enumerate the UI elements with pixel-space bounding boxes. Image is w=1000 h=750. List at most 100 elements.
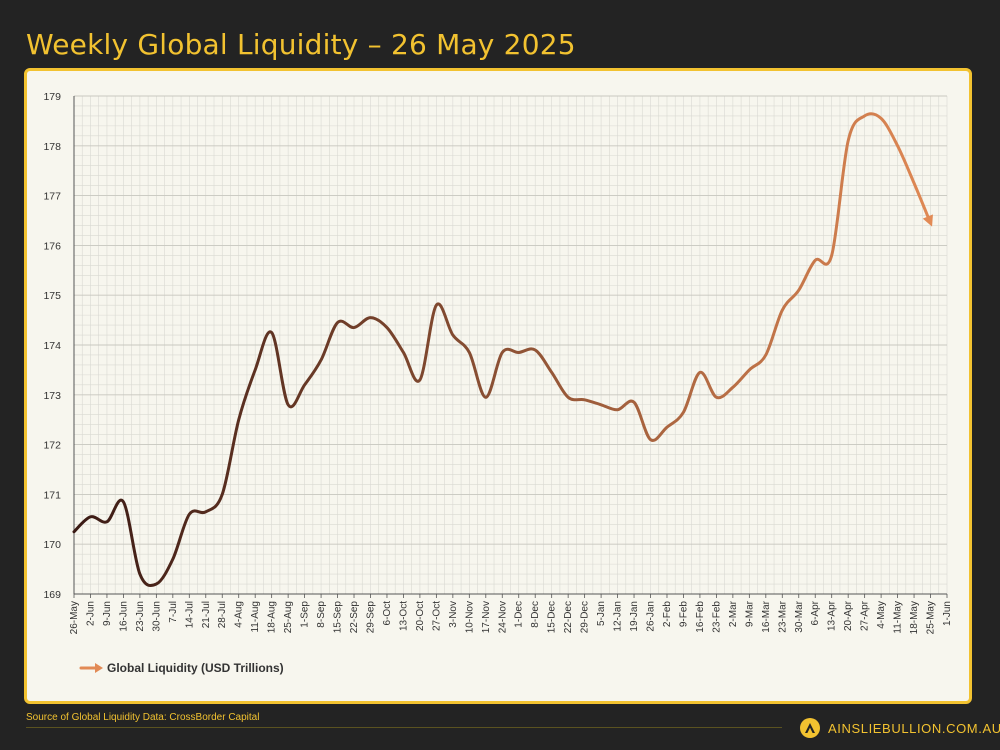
x-axis-tick-labels: 26-May 2-Jun 9-Jun 16-Jun 23-Jun 30-Jun 7-Jul 1…	[69, 594, 953, 634]
x-tick-label: 5-Jan	[596, 601, 607, 626]
data-point	[205, 511, 207, 513]
data-point	[732, 386, 734, 388]
legend: Global Liquidity (USD Trillions)	[79, 661, 284, 675]
chart-panel: 169 170 171 172 173 174 175 176 177 178 179 26-May…	[24, 68, 972, 704]
data-point	[534, 349, 536, 351]
x-tick-label: 2-Feb	[662, 601, 673, 628]
data-point	[814, 259, 816, 261]
x-tick-label: 1-Jun	[942, 601, 953, 626]
x-tick-label: 9-Jun	[102, 601, 113, 626]
x-tick-label: 6-Apr	[810, 600, 821, 625]
x-tick-label: 13-Apr	[827, 600, 838, 631]
x-tick-label: 1-Sep	[300, 601, 311, 628]
x-tick-label: 29-Dec	[580, 601, 591, 633]
data-point	[616, 409, 618, 411]
data-point	[682, 411, 684, 413]
x-tick-label: 2-Mar	[728, 600, 739, 627]
x-tick-label: 24-Nov	[497, 601, 508, 633]
x-tick-label: 8-Dec	[530, 601, 541, 628]
data-point	[254, 369, 256, 371]
y-tick-label: 177	[43, 191, 61, 203]
data-point	[485, 396, 487, 398]
y-tick-label: 170	[43, 539, 61, 551]
data-point	[139, 573, 141, 575]
x-tick-label: 21-Jul	[201, 601, 212, 628]
x-tick-label: 17-Nov	[481, 601, 492, 633]
x-tick-label: 20-Oct	[415, 601, 426, 631]
x-tick-label: 16-Jun	[118, 601, 129, 632]
x-tick-label: 15-Sep	[333, 601, 344, 634]
x-tick-label: 27-Oct	[431, 601, 442, 631]
data-point	[830, 254, 832, 256]
x-tick-label: 19-Jan	[629, 601, 640, 632]
data-point	[419, 379, 421, 381]
data-point	[748, 369, 750, 371]
data-point	[369, 316, 371, 318]
data-point	[600, 404, 602, 406]
data-point	[798, 289, 800, 291]
x-tick-label: 27-Apr	[860, 600, 871, 631]
data-point	[452, 334, 454, 336]
data-point	[221, 493, 223, 495]
x-tick-label: 1-Dec	[514, 601, 525, 628]
chart-title: Weekly Global Liquidity – 26 May 2025	[26, 28, 576, 61]
data-point	[320, 359, 322, 361]
data-point	[172, 558, 174, 560]
data-point	[353, 326, 355, 328]
data-point	[336, 321, 338, 323]
data-point	[435, 304, 437, 306]
data-point	[73, 531, 75, 533]
data-point	[89, 516, 91, 518]
x-tick-label: 23-Feb	[711, 601, 722, 633]
data-point	[699, 371, 701, 373]
data-point	[122, 501, 124, 503]
x-tick-label: 10-Nov	[464, 601, 475, 633]
y-axis-tick-labels: 169 170 171 172 173 174 175 176 177 178 179	[43, 91, 61, 601]
x-tick-label: 4-May	[876, 601, 887, 629]
y-tick-label: 171	[43, 489, 61, 501]
data-point	[929, 222, 931, 224]
x-tick-label: 30-Mar	[794, 600, 805, 632]
x-tick-label: 7-Jul	[168, 601, 179, 623]
ainslie-logo-icon	[800, 718, 820, 738]
x-tick-label: 16-Feb	[695, 601, 706, 633]
x-tick-label: 8-Sep	[316, 601, 327, 628]
data-point	[518, 351, 520, 353]
data-point	[402, 351, 404, 353]
x-tick-label: 23-Mar	[777, 600, 788, 632]
x-tick-label: 15-Dec	[547, 601, 558, 633]
x-tick-label: 2-Jun	[85, 601, 96, 626]
legend-label: Global Liquidity (USD Trillions)	[107, 661, 284, 675]
x-tick-label: 14-Jul	[184, 601, 195, 628]
series-end-arrow-icon	[922, 214, 933, 227]
data-point	[913, 182, 915, 184]
data-point	[468, 351, 470, 353]
y-tick-label: 169	[43, 589, 61, 601]
data-point	[715, 396, 717, 398]
data-point	[847, 140, 849, 142]
source-note: Source of Global Liquidity Data: CrossBo…	[26, 712, 260, 723]
legend-arrow-icon	[95, 663, 103, 673]
data-point	[550, 371, 552, 373]
data-point	[583, 399, 585, 401]
data-point	[649, 438, 651, 440]
y-tick-label: 173	[43, 390, 61, 402]
x-tick-label: 13-Oct	[398, 601, 409, 631]
x-tick-label: 26-Jan	[646, 601, 657, 632]
data-point	[781, 309, 783, 311]
brand-link[interactable]: AINSLIEBULLION.COM.AU	[800, 717, 1000, 739]
series-group	[72, 112, 933, 588]
x-tick-label: 22-Dec	[563, 601, 574, 633]
y-tick-label: 176	[43, 240, 61, 252]
footer-divider	[26, 727, 782, 728]
x-tick-label: 11-Aug	[250, 601, 261, 633]
data-point	[863, 115, 865, 117]
data-point	[896, 145, 898, 147]
y-tick-label: 174	[43, 340, 61, 352]
x-tick-label: 22-Sep	[349, 601, 360, 634]
data-point	[106, 521, 108, 523]
axes	[73, 96, 947, 595]
x-tick-label: 25-Aug	[283, 601, 294, 633]
data-point	[238, 419, 240, 421]
data-point	[303, 384, 305, 386]
